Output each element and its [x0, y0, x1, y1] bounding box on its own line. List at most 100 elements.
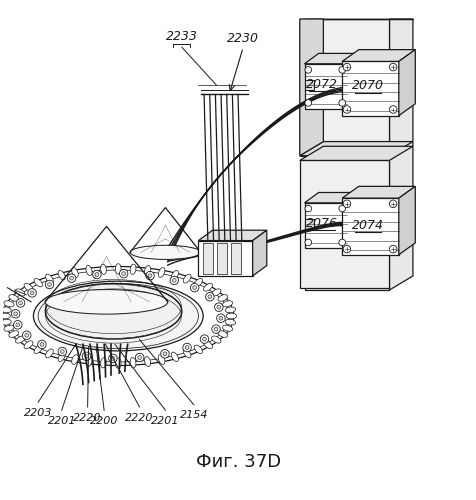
Polygon shape — [304, 64, 346, 108]
Polygon shape — [388, 19, 412, 290]
Circle shape — [28, 288, 36, 297]
Circle shape — [119, 270, 128, 278]
Polygon shape — [346, 192, 360, 248]
Circle shape — [342, 64, 350, 71]
Ellipse shape — [130, 358, 136, 368]
Circle shape — [169, 276, 178, 284]
Text: 2201: 2201 — [151, 416, 179, 426]
Polygon shape — [304, 192, 360, 203]
Ellipse shape — [9, 331, 19, 338]
Circle shape — [138, 356, 141, 360]
Ellipse shape — [203, 341, 212, 348]
Circle shape — [388, 200, 396, 207]
Ellipse shape — [86, 356, 92, 366]
Circle shape — [202, 337, 206, 341]
Circle shape — [214, 303, 223, 312]
Circle shape — [388, 106, 396, 114]
Circle shape — [208, 295, 211, 298]
Circle shape — [13, 320, 22, 329]
Ellipse shape — [34, 345, 42, 354]
Ellipse shape — [86, 266, 92, 276]
Text: 2072: 2072 — [305, 78, 337, 90]
Circle shape — [338, 66, 345, 73]
Circle shape — [16, 323, 20, 326]
Ellipse shape — [158, 354, 165, 364]
Circle shape — [338, 239, 345, 246]
Ellipse shape — [130, 264, 136, 274]
Ellipse shape — [130, 246, 200, 260]
Text: 2200: 2200 — [89, 416, 118, 426]
Ellipse shape — [211, 336, 220, 343]
Ellipse shape — [71, 354, 78, 364]
Circle shape — [218, 316, 222, 320]
Polygon shape — [304, 80, 313, 90]
Ellipse shape — [45, 284, 181, 339]
Text: 2220: 2220 — [125, 412, 153, 422]
Ellipse shape — [218, 294, 227, 301]
Circle shape — [190, 284, 198, 292]
Circle shape — [304, 100, 311, 106]
Polygon shape — [198, 230, 266, 240]
Ellipse shape — [183, 349, 190, 358]
Text: Фиг. 37D: Фиг. 37D — [196, 453, 280, 471]
Circle shape — [146, 272, 154, 280]
Circle shape — [216, 314, 225, 322]
Circle shape — [67, 274, 76, 282]
Polygon shape — [304, 203, 346, 248]
Circle shape — [342, 200, 350, 207]
Circle shape — [205, 292, 214, 301]
Ellipse shape — [45, 349, 53, 358]
Ellipse shape — [100, 358, 106, 368]
Circle shape — [148, 274, 152, 278]
Circle shape — [69, 276, 73, 280]
Ellipse shape — [218, 331, 227, 338]
Circle shape — [304, 205, 311, 212]
Text: 2070: 2070 — [351, 80, 383, 92]
Polygon shape — [341, 62, 398, 116]
Ellipse shape — [100, 264, 106, 274]
Circle shape — [82, 352, 90, 360]
Circle shape — [48, 282, 51, 286]
Ellipse shape — [0, 313, 10, 319]
Circle shape — [92, 270, 101, 278]
Polygon shape — [304, 220, 313, 229]
Polygon shape — [299, 19, 388, 156]
Circle shape — [338, 100, 345, 106]
Circle shape — [16, 298, 25, 307]
Circle shape — [111, 356, 115, 360]
Text: 2201: 2201 — [47, 416, 76, 426]
Ellipse shape — [194, 278, 202, 287]
Circle shape — [160, 350, 169, 358]
Ellipse shape — [144, 266, 150, 276]
Circle shape — [25, 334, 29, 337]
Circle shape — [214, 327, 218, 331]
Polygon shape — [299, 160, 388, 288]
Circle shape — [217, 306, 220, 309]
Ellipse shape — [225, 307, 235, 312]
Text: 2076: 2076 — [305, 216, 337, 230]
Text: 2233: 2233 — [166, 30, 198, 43]
Text: 2154: 2154 — [179, 410, 208, 420]
Polygon shape — [203, 243, 212, 274]
Circle shape — [58, 348, 67, 356]
Circle shape — [338, 205, 345, 212]
Circle shape — [95, 272, 99, 276]
Polygon shape — [346, 54, 360, 108]
Circle shape — [388, 246, 396, 253]
Text: 2203: 2203 — [24, 408, 52, 418]
Polygon shape — [252, 230, 266, 276]
Ellipse shape — [4, 301, 14, 307]
Ellipse shape — [34, 278, 42, 287]
Polygon shape — [299, 19, 323, 156]
Ellipse shape — [45, 274, 53, 283]
Ellipse shape — [171, 352, 178, 362]
Circle shape — [163, 352, 167, 356]
Ellipse shape — [58, 352, 65, 362]
Polygon shape — [304, 54, 360, 64]
Circle shape — [182, 344, 191, 352]
Ellipse shape — [16, 336, 25, 343]
Circle shape — [388, 64, 396, 71]
Text: 2074: 2074 — [351, 218, 383, 232]
Circle shape — [304, 239, 311, 246]
Ellipse shape — [203, 284, 212, 291]
